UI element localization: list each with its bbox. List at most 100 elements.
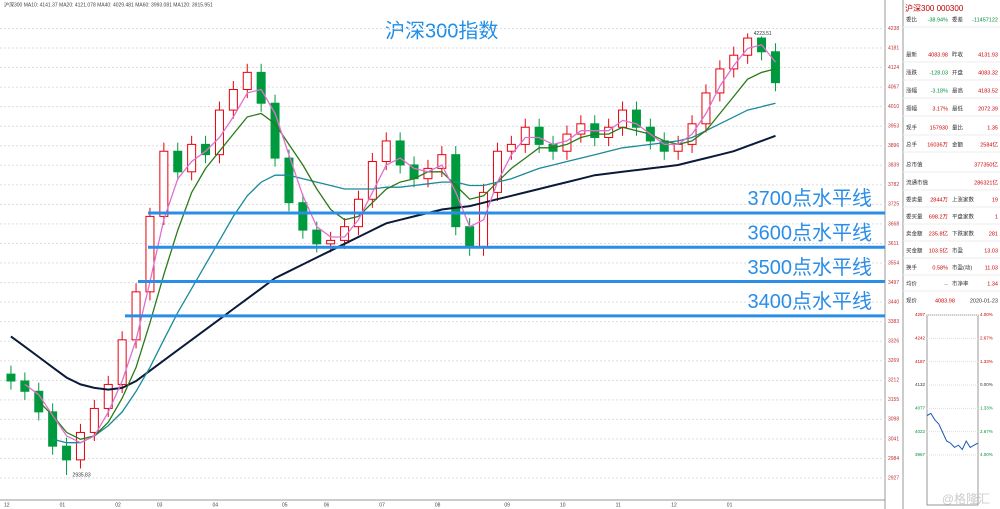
panel-cell: 3.17% (932, 106, 948, 112)
panel-cell: 698.2万 (929, 213, 949, 220)
panel-cell: 1.35 (987, 125, 998, 131)
candle-body (729, 54, 739, 70)
panel-cell: 11.03 (985, 265, 998, 271)
candle-body (506, 143, 516, 152)
mini-pct-label: 2.67% (980, 336, 993, 341)
candle-body (451, 154, 461, 228)
panel-cell: 换手 (906, 263, 918, 271)
y-tick-label: 3896 (888, 143, 899, 149)
candle-body (284, 157, 294, 204)
mini-pct-label: 2.67% (980, 429, 993, 434)
y-tick-label: 3269 (888, 358, 899, 364)
candle-body (6, 373, 16, 382)
candle-body (242, 71, 252, 91)
panel-cell: 现手 (906, 123, 918, 131)
y-tick-label: 4181 (888, 45, 899, 51)
panel-cell: 涨幅 (906, 86, 918, 94)
candle-body (437, 154, 447, 169)
candle-body (201, 143, 211, 156)
candle-body (701, 92, 711, 125)
panel-cell: 103.5亿 (929, 246, 949, 254)
y-tick-label: 2984 (888, 456, 899, 462)
candle-body (75, 431, 85, 461)
candle-body (631, 109, 641, 128)
y-tick-label: 3155 (888, 397, 899, 403)
panel-cell: 0.58% (932, 265, 948, 271)
panel-cell: 下跌家数 (952, 229, 975, 237)
y-tick-label: 3440 (888, 299, 899, 305)
panel-cell: 157930 (930, 125, 948, 131)
panel-cell: 281 (989, 231, 998, 237)
candle-body (465, 226, 475, 248)
panel-cell: 总手 (906, 140, 918, 148)
y-tick-label: 3953 (888, 124, 899, 130)
candle-body (48, 411, 58, 447)
x-tick-label: 01 (60, 502, 66, 508)
panel-cell: -128.03 (929, 70, 948, 76)
x-tick-label: 03 (157, 502, 163, 508)
panel-cell: -38.94% (928, 17, 949, 23)
panel-cell: 涨跌 (906, 68, 918, 76)
y-tick-label: 4238 (888, 26, 899, 32)
candle-body (340, 226, 350, 241)
mini-header: 现价 (906, 297, 918, 304)
panel-cell: -3.18% (931, 88, 949, 94)
panel-cell: 委买量 (906, 212, 923, 220)
candle-body (381, 140, 391, 163)
high-label: 4223.51 (754, 31, 772, 37)
y-tick-label: 3668 (888, 221, 899, 227)
candle-body (743, 37, 753, 56)
y-tick-label: 3611 (888, 241, 899, 247)
level-label: 3400点水平线 (748, 290, 873, 313)
x-tick-label: 09 (504, 502, 510, 508)
candle-body (62, 445, 72, 461)
x-tick-label: 01 (727, 502, 733, 508)
panel-cell: 市盈 (952, 246, 964, 254)
panel-cell: 16036万 (927, 141, 948, 148)
watermark: @格隆汇 (942, 491, 990, 506)
candle-body (367, 161, 377, 200)
mini-pct-label: 0.00% (980, 382, 993, 387)
panel-title: 沪深300 000300 (905, 3, 964, 13)
x-tick-label: 07 (379, 502, 385, 508)
candle-body (103, 383, 113, 409)
panel-cell: -11457122 (972, 17, 998, 23)
y-tick-label: 2927 (888, 475, 899, 481)
candle-body (270, 102, 280, 159)
mini-pct-label: 4.00% (980, 312, 993, 317)
panel-cell: 市盈(动) (952, 263, 972, 271)
panel-cell: 最低 (952, 104, 964, 112)
mini-header: 4083.98 (935, 298, 955, 304)
candle-body (395, 140, 405, 166)
candle-body (770, 51, 780, 84)
x-tick-label: 08 (435, 502, 441, 508)
panel-cell: 4183.52 (978, 88, 998, 94)
candle-body (576, 123, 586, 135)
panel-cell: 1 (995, 214, 998, 220)
mini-pct-label: 4.00% (980, 452, 993, 457)
panel-cell: 总市值 (906, 160, 923, 168)
y-tick-label: 3041 (888, 436, 899, 442)
panel-cell: 金额 (952, 140, 964, 148)
y-tick-label: 3326 (888, 339, 899, 345)
chart-title: 沪深300指数 (385, 19, 498, 42)
panel-cell: 最高 (952, 86, 964, 94)
y-tick-label: 4124 (888, 65, 899, 71)
mini-tick-label: 4297 (915, 312, 926, 317)
panel-cell: 振幅 (906, 104, 918, 112)
level-label: 3500点水平线 (748, 256, 873, 279)
x-tick-label: 05 (282, 502, 288, 508)
candle-body (117, 339, 127, 385)
level-label: 3700点水平线 (748, 187, 873, 210)
y-tick-label: 3725 (888, 202, 899, 208)
y-tick-label: 3497 (888, 280, 899, 286)
y-tick-label: 3782 (888, 182, 899, 188)
panel-cell: 1.34 (987, 281, 998, 287)
candle-body (145, 215, 155, 293)
y-tick-label: 3839 (888, 163, 899, 169)
y-tick-label: 4010 (888, 104, 899, 110)
mini-header: 2020-01-23 (970, 298, 998, 304)
x-tick-label: 10 (560, 502, 566, 508)
panel-cell: 2072.39 (978, 106, 998, 112)
